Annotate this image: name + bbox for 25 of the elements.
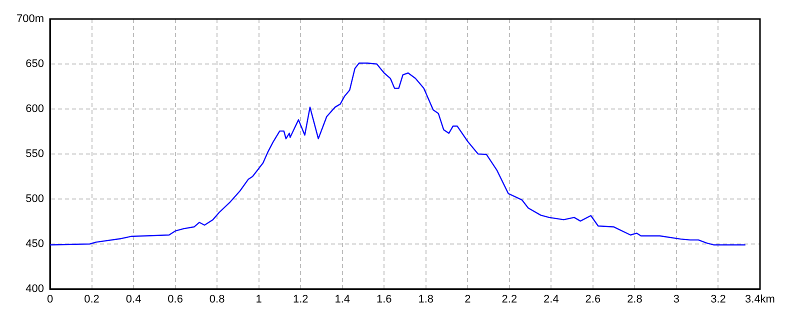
- y-tick-label: 550: [26, 148, 44, 160]
- y-tick-label: 700m: [16, 13, 44, 26]
- y-tick-label: 650: [26, 58, 44, 70]
- x-tick-label: 3.2: [710, 294, 726, 306]
- x-tick-label: 1: [256, 294, 262, 306]
- x-tick-label: 0.4: [126, 294, 142, 306]
- x-tick-label: 1.8: [418, 294, 434, 306]
- x-tick-label: 1.6: [376, 294, 392, 306]
- x-tick-label: 2.4: [544, 294, 559, 306]
- x-tick-label: 0: [46, 294, 54, 306]
- y-tick-label: 450: [26, 238, 44, 250]
- x-tick-label: 3: [673, 294, 680, 306]
- x-tick-label: 2.2: [502, 294, 518, 306]
- x-tick-label: 1.2: [292, 294, 308, 306]
- y-tick-label: 500: [26, 193, 44, 206]
- x-tick-label: 3.4km: [745, 294, 775, 306]
- x-tick-label: 1.4: [334, 294, 350, 306]
- x-tick-label: 0.6: [168, 294, 183, 306]
- x-tick-label: 0.8: [209, 294, 225, 306]
- y-tick-label: 400: [26, 283, 44, 296]
- x-tick-label: 2: [464, 294, 471, 306]
- y-tick-label: 600: [26, 103, 44, 116]
- x-tick-label: 2.8: [627, 294, 642, 306]
- x-tick-label: 0.2: [84, 294, 100, 306]
- x-tick-label: 2.6: [585, 294, 601, 306]
